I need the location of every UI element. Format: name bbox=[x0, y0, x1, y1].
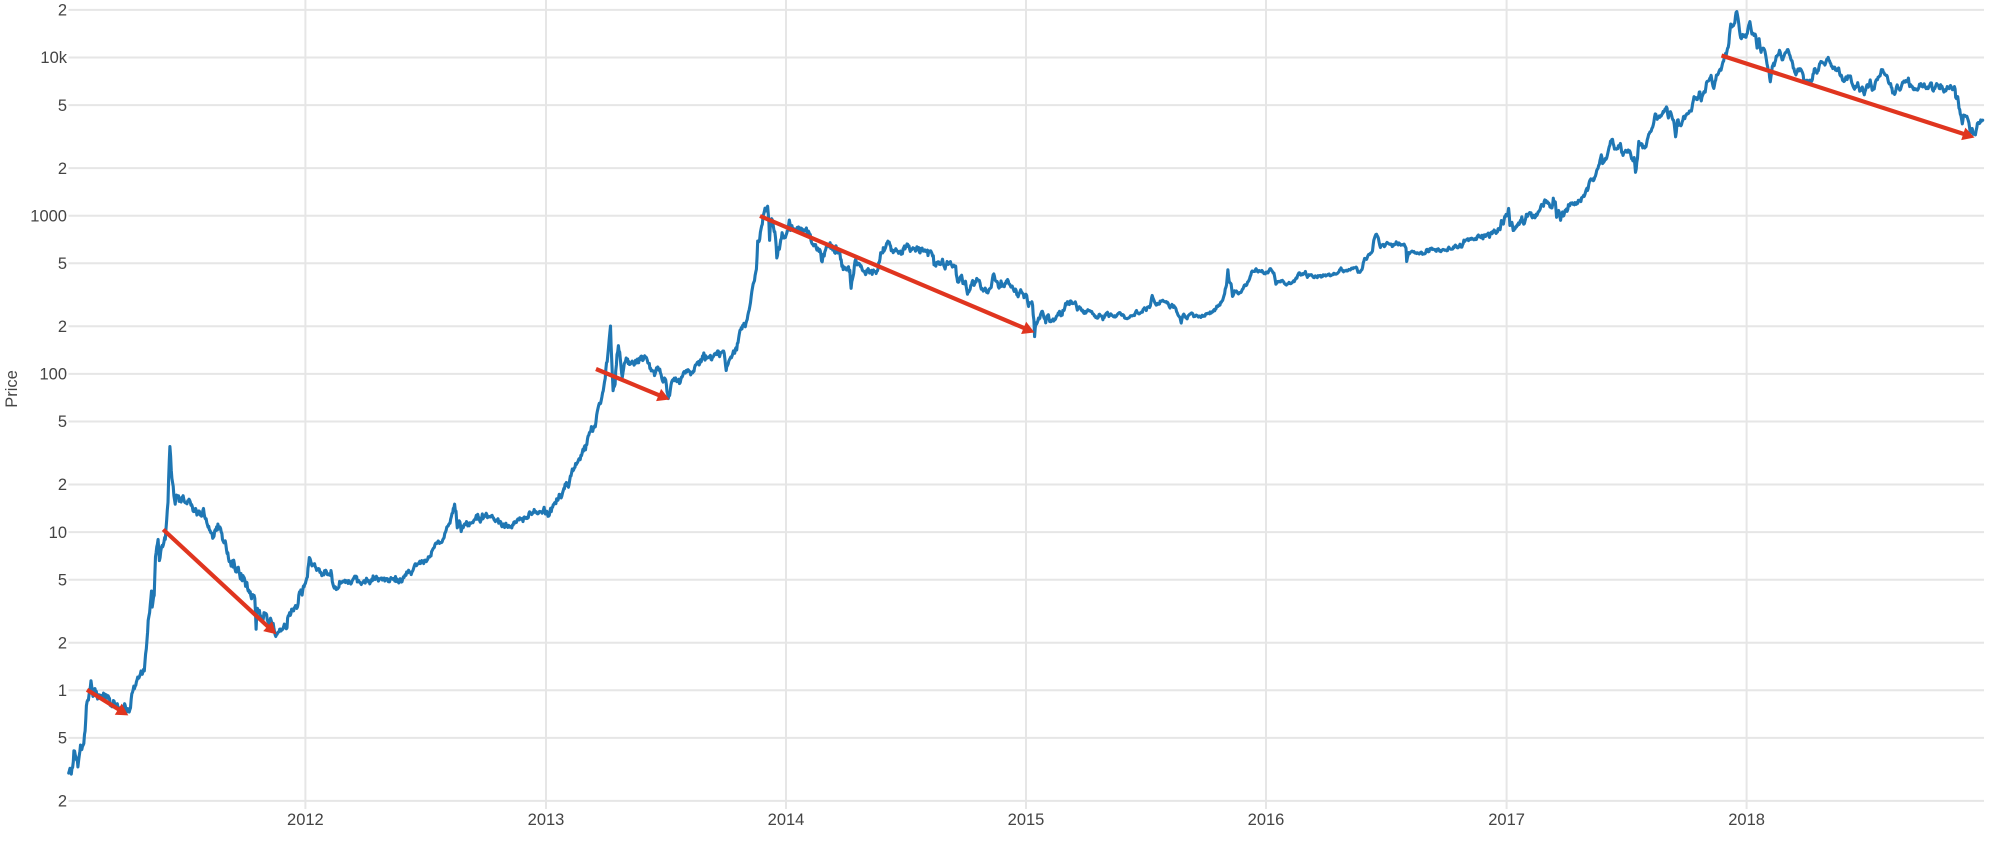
svg-text:2012: 2012 bbox=[287, 811, 324, 829]
svg-text:5: 5 bbox=[58, 413, 67, 431]
svg-text:2: 2 bbox=[58, 793, 67, 811]
svg-text:10: 10 bbox=[49, 524, 67, 542]
svg-text:2015: 2015 bbox=[1008, 811, 1045, 829]
svg-text:100: 100 bbox=[39, 366, 67, 384]
svg-text:2014: 2014 bbox=[768, 811, 805, 829]
svg-text:2: 2 bbox=[58, 318, 67, 336]
svg-text:Price: Price bbox=[3, 370, 21, 408]
svg-text:10k: 10k bbox=[40, 49, 67, 67]
svg-text:1: 1 bbox=[58, 682, 67, 700]
svg-text:2: 2 bbox=[58, 634, 67, 652]
svg-text:2: 2 bbox=[58, 2, 67, 20]
svg-text:2016: 2016 bbox=[1248, 811, 1285, 829]
svg-text:5: 5 bbox=[58, 97, 67, 115]
svg-text:5: 5 bbox=[58, 255, 67, 273]
svg-text:2017: 2017 bbox=[1488, 811, 1525, 829]
svg-text:5: 5 bbox=[58, 571, 67, 589]
svg-text:1000: 1000 bbox=[30, 207, 67, 225]
svg-text:2013: 2013 bbox=[528, 811, 565, 829]
svg-text:5: 5 bbox=[58, 730, 67, 748]
svg-text:2: 2 bbox=[58, 160, 67, 178]
svg-text:2: 2 bbox=[58, 476, 67, 494]
svg-text:2018: 2018 bbox=[1728, 811, 1765, 829]
